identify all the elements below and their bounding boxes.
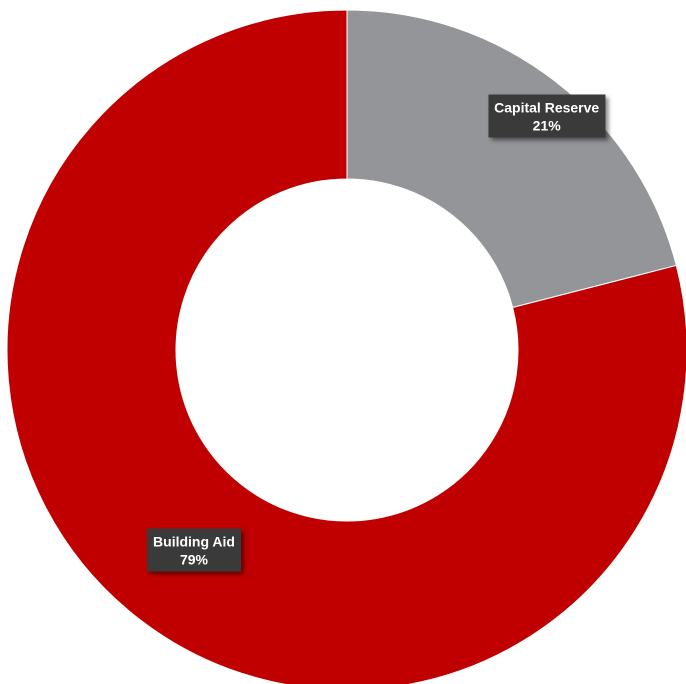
slice-building-aid <box>6 9 686 684</box>
data-label-building-aid-name: Building Aid <box>153 533 235 550</box>
slice-capital-reserve <box>346 9 677 309</box>
data-label-capital-reserve-name: Capital Reserve <box>494 99 600 116</box>
data-label-building-aid: Building Aid 79% <box>147 528 241 572</box>
data-label-capital-reserve: Capital Reserve 21% <box>488 94 606 138</box>
data-label-building-aid-value: 79% <box>179 551 209 568</box>
data-label-capital-reserve-value: 21% <box>532 117 561 134</box>
